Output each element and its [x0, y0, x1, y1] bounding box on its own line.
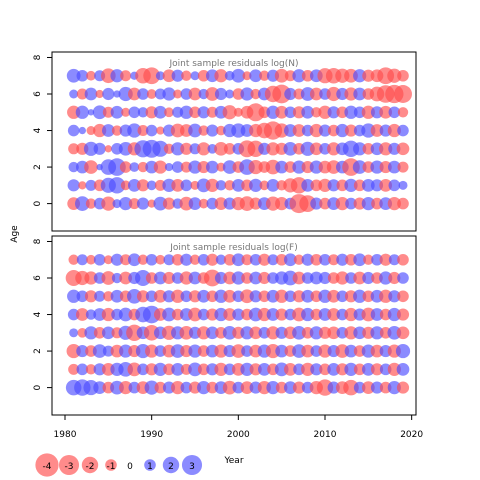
residual-bubble — [68, 179, 80, 191]
residual-bubble — [397, 254, 409, 266]
residual-bubble — [137, 198, 149, 210]
y-tick-label: 2 — [33, 164, 43, 170]
residual-bubble — [396, 344, 410, 358]
residual-bubble — [85, 88, 98, 101]
residual-bubble — [120, 70, 131, 81]
x-tick-label: 1980 — [54, 430, 77, 440]
panel-logF: Joint sample residuals log(F) 0 2 4 6 8 — [33, 236, 416, 415]
residual-bubble — [399, 181, 408, 190]
residual-bubble — [397, 363, 410, 376]
residual-bubble — [397, 70, 409, 82]
panel-logN: Joint sample residuals log(N) 0 2 4 6 8 — [33, 52, 416, 231]
legend-label: -1 — [107, 462, 116, 472]
residual-bubble — [129, 162, 139, 172]
legend-label: -3 — [65, 462, 74, 472]
y-axis-title: Age — [10, 225, 20, 243]
residual-bubble — [397, 326, 410, 339]
y-tick-label: 0 — [33, 200, 43, 206]
residual-bubble — [394, 85, 412, 103]
legend-label: -2 — [86, 462, 95, 472]
legend-label: 3 — [189, 462, 195, 472]
x-tick-label: 2000 — [227, 430, 250, 440]
panel-title: Joint sample residuals log(N) — [168, 59, 298, 69]
y-tick-label: 8 — [33, 54, 43, 60]
x-axis-title: Year — [223, 456, 243, 466]
y-tick-label: 2 — [33, 348, 43, 354]
y-tick-label: 8 — [33, 238, 43, 244]
x-tick-label: 2020 — [400, 430, 423, 440]
x-tick-label: 2010 — [314, 430, 337, 440]
residual-bubble — [105, 145, 112, 152]
residual-bubble — [397, 290, 409, 302]
legend-label: -4 — [43, 462, 52, 472]
residual-bubble — [397, 125, 409, 137]
residual-bubble — [94, 254, 106, 266]
y-tick-label: 6 — [33, 91, 43, 97]
residual-bubble — [69, 90, 78, 99]
residual-bubble — [397, 198, 409, 210]
y-tick-label: 0 — [33, 384, 43, 390]
residual-bubble — [397, 382, 409, 394]
residual-bubble — [146, 125, 158, 137]
x-tick-label: 1990 — [140, 430, 163, 440]
residual-bubble — [102, 88, 114, 100]
y-tick-label: 4 — [33, 127, 43, 133]
y-tick-label: 6 — [33, 275, 43, 281]
residual-bubble — [94, 143, 106, 155]
residual-bubble — [84, 160, 98, 174]
residual-bubble — [398, 107, 408, 117]
bubble-size-legend: -4 -3 -2 -1 0 1 2 3 — [35, 453, 202, 476]
y-tick-label: 4 — [33, 311, 43, 317]
residual-bubble — [389, 180, 401, 192]
panel-title: Joint sample residuals log(F) — [169, 243, 297, 253]
residual-bubble — [181, 71, 191, 81]
residual-bubble — [181, 180, 193, 192]
residual-bubble — [68, 125, 80, 137]
residual-bubble — [78, 181, 86, 189]
residual-bubble — [397, 308, 409, 320]
residual-bubble — [397, 162, 408, 173]
legend-label: 2 — [168, 462, 174, 472]
legend-label: 1 — [147, 462, 153, 472]
residual-bubble — [397, 142, 410, 155]
residual-bubble — [397, 272, 409, 284]
residual-bubble — [76, 106, 89, 119]
legend-label: 0 — [127, 462, 133, 472]
residual-bubble — [69, 328, 78, 337]
x-axis: 1980 1990 2000 2010 2020 — [54, 415, 424, 440]
residual-bubble — [79, 127, 86, 134]
